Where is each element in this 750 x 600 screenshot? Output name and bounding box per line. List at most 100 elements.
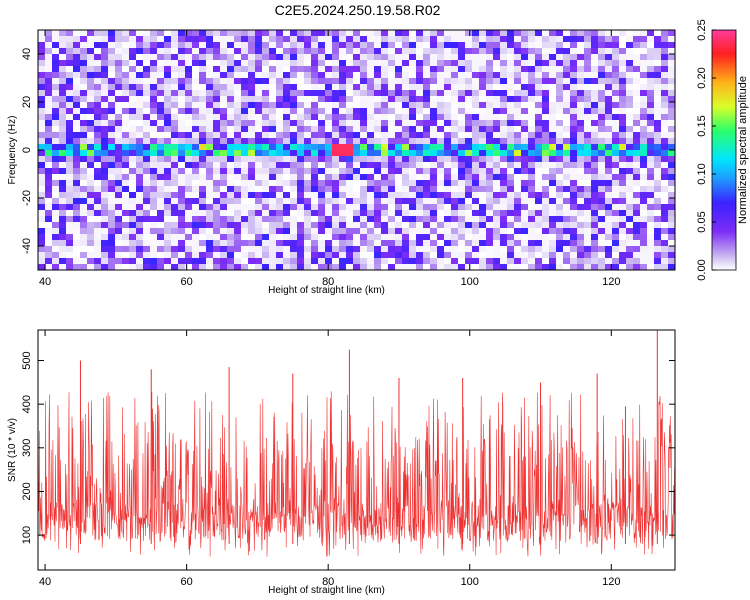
heatmap-cell (353, 186, 361, 193)
heatmap-cell (241, 90, 249, 97)
heatmap-cell (45, 210, 53, 217)
heatmap-cell (94, 192, 102, 199)
heatmap-cell (178, 180, 186, 187)
heatmap-cell (619, 156, 627, 163)
heatmap-cell (164, 36, 172, 43)
heatmap-cell (38, 258, 46, 265)
heatmap-cell (668, 186, 675, 193)
heatmap-cell (521, 246, 529, 253)
heatmap-cell (136, 126, 144, 133)
heatmap-cell (108, 222, 116, 229)
heatmap-cell (297, 126, 305, 133)
heatmap-cell (318, 84, 326, 91)
heatmap-cell (458, 204, 466, 211)
heatmap-cell (101, 30, 109, 37)
heatmap-cell (416, 54, 424, 61)
heatmap-cell (584, 144, 592, 151)
heatmap-cell (472, 156, 480, 163)
heatmap-cell (647, 246, 655, 253)
heatmap-cell (108, 60, 116, 67)
heatmap-cell (45, 132, 53, 139)
heatmap-cell (563, 216, 571, 223)
heatmap-cell (66, 234, 74, 241)
heatmap-cell (38, 108, 46, 115)
heatmap-cell (94, 156, 102, 163)
heatmap-cell (577, 264, 585, 270)
heatmap-cell (549, 42, 557, 49)
heatmap-cell (668, 102, 675, 109)
heatmap-cell (395, 216, 403, 223)
heatmap-cell (143, 264, 151, 270)
heatmap-cell (493, 114, 501, 121)
heatmap-cell (458, 54, 466, 61)
heatmap-cell (283, 180, 291, 187)
heatmap-cell (178, 228, 186, 235)
heatmap-cell (556, 210, 564, 217)
heatmap-cell (479, 78, 487, 85)
heatmap-cell (633, 42, 641, 49)
heatmap-cell (269, 42, 277, 49)
heatmap-cell (479, 90, 487, 97)
heatmap-cell (129, 54, 137, 61)
heatmap-cell (115, 126, 123, 133)
heatmap-cell (395, 252, 403, 259)
heatmap-cell (577, 66, 585, 73)
heatmap-cell (353, 198, 361, 205)
heatmap-cell (605, 186, 613, 193)
heatmap-cell (402, 96, 410, 103)
heatmap-cell (157, 264, 165, 270)
heatmap-cell (101, 228, 109, 235)
heatmap-cell (486, 264, 494, 270)
heatmap-cell (584, 240, 592, 247)
heatmap-cell (248, 240, 256, 247)
heatmap-cell (297, 180, 305, 187)
heatmap-cell (535, 234, 543, 241)
heatmap-cell (73, 252, 81, 259)
heatmap-cell (521, 240, 529, 247)
heatmap-cell (269, 252, 277, 259)
heatmap-cell (395, 204, 403, 211)
heatmap-cell (241, 42, 249, 49)
heatmap-cell (220, 168, 228, 175)
heatmap-cell (276, 204, 284, 211)
heatmap-cell (290, 216, 298, 223)
heatmap-cell (444, 48, 452, 55)
heatmap-cell (346, 192, 354, 199)
heatmap-cell (612, 42, 620, 49)
heatmap-cell (59, 216, 67, 223)
heatmap-cell (535, 204, 543, 211)
heatmap-cell (472, 66, 480, 73)
heatmap-cell (500, 180, 508, 187)
heatmap-cell (276, 108, 284, 115)
heatmap-cell (570, 264, 578, 270)
heatmap-cell (626, 216, 634, 223)
heatmap-cell (507, 150, 515, 157)
heatmap-cell (521, 144, 529, 151)
heatmap-cell (115, 150, 123, 157)
heatmap-cell (164, 78, 172, 85)
heatmap-cell (213, 42, 221, 49)
heatmap-cell (325, 162, 333, 169)
heatmap-cell (423, 186, 431, 193)
heatmap-cell (360, 90, 368, 97)
heatmap-cell (591, 72, 599, 79)
heatmap-cell (598, 144, 606, 151)
heatmap-cell (220, 264, 228, 270)
heatmap-cell (283, 102, 291, 109)
heatmap-cell (59, 90, 67, 97)
heatmap-cell (332, 264, 340, 270)
heatmap-cell (374, 120, 382, 127)
heatmap-cell (108, 204, 116, 211)
heatmap-cell (80, 228, 88, 235)
heatmap-cell (479, 138, 487, 145)
heatmap-cell (332, 30, 340, 37)
heatmap-cell (129, 114, 137, 121)
heatmap-cell (129, 30, 137, 37)
heatmap-cell (479, 210, 487, 217)
heatmap-cell (556, 186, 564, 193)
heatmap-cell (521, 30, 529, 37)
heatmap-cell (500, 252, 508, 259)
heatmap-cell (472, 246, 480, 253)
heatmap-cell (612, 186, 620, 193)
heatmap-cell (59, 108, 67, 115)
